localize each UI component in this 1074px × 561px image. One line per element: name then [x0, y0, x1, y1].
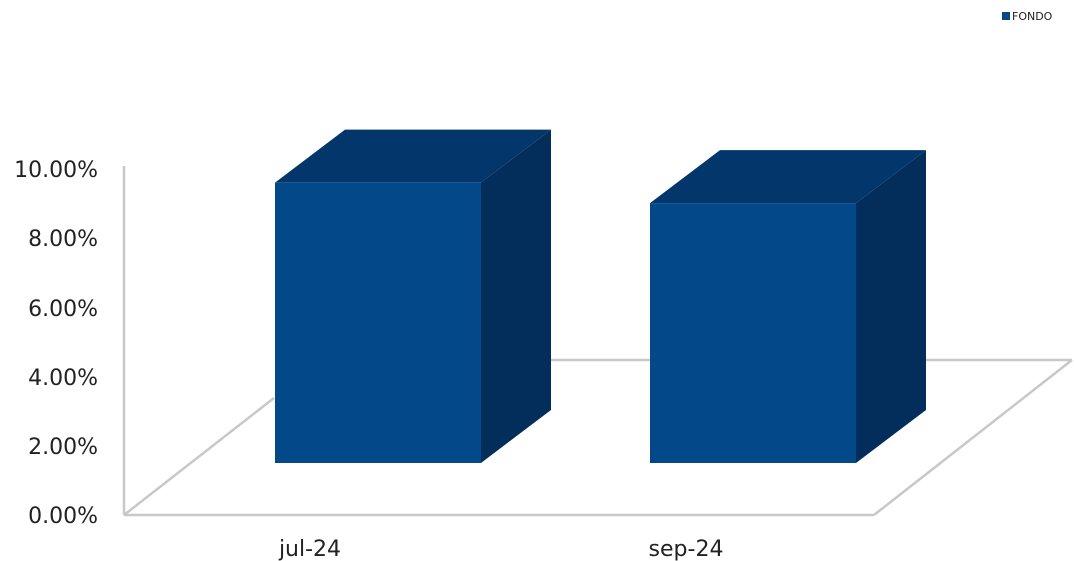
- legend-label: FONDO: [1012, 10, 1053, 23]
- legend-swatch: [1002, 12, 1010, 20]
- y-tick-label: 10.00%: [14, 158, 98, 183]
- y-tick-label: 6.00%: [28, 297, 98, 322]
- chart-floor: [122, 166, 1073, 517]
- floor-right-edge: [873, 359, 1073, 516]
- bar-front-face: [275, 182, 481, 463]
- x-category-label: sep-24: [649, 537, 724, 561]
- x-axis-labels: jul-24 sep-24: [278, 537, 724, 561]
- legend: FONDO: [1002, 10, 1053, 23]
- y-tick-label: 8.00%: [28, 227, 98, 252]
- bar-top-face: [275, 129, 551, 183]
- bar-side-face: [856, 150, 926, 463]
- bar-side-face: [481, 129, 551, 463]
- bar-jul-24: [275, 129, 551, 463]
- bars-group: [275, 129, 926, 463]
- x-category-label: jul-24: [278, 537, 341, 561]
- y-tick-label: 0.00%: [28, 504, 98, 529]
- y-tick-label: 4.00%: [28, 366, 98, 391]
- floor-left-edge: [123, 397, 275, 516]
- bar-sep-24: [650, 150, 926, 463]
- y-axis-ticks: 0.00% 2.00% 4.00% 6.00% 8.00% 10.00%: [14, 158, 98, 529]
- bar-front-face: [650, 203, 856, 463]
- bar-top-face: [650, 150, 926, 204]
- y-tick-label: 2.00%: [28, 435, 98, 460]
